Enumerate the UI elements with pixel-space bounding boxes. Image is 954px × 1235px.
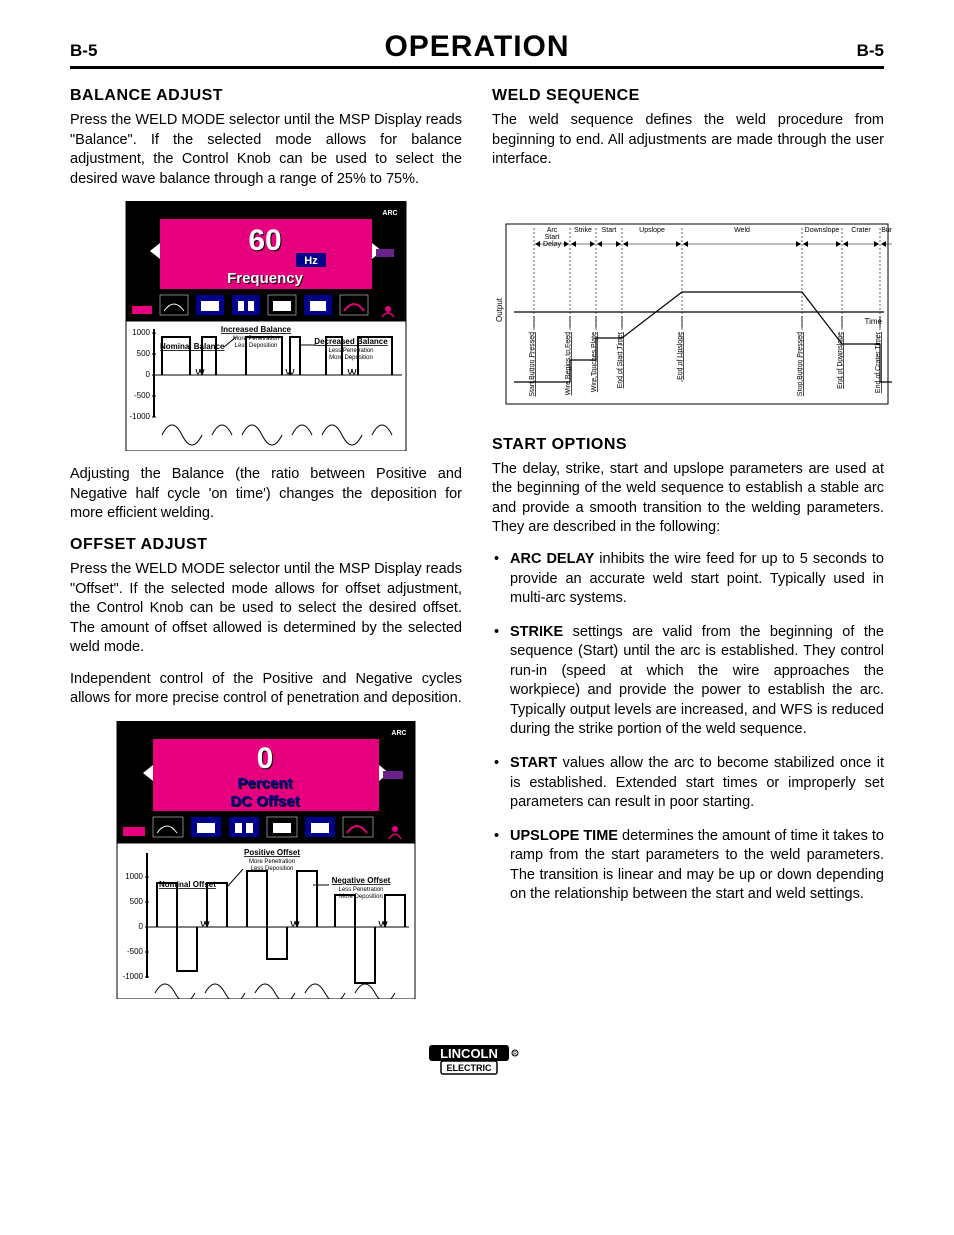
offset-figure: ARC 0 0 Percent Percent DC Offset DC Off… [111, 721, 421, 999]
start-option-item: START values allow the arc to become sta… [492, 754, 884, 813]
svg-text:Less Penetration: Less Penetration [338, 887, 383, 893]
svg-text:-500: -500 [127, 947, 144, 956]
svg-text:More Deposition: More Deposition [329, 355, 373, 361]
svg-text:0: 0 [139, 922, 144, 931]
page-number-left: B-5 [70, 41, 97, 61]
weld-seq-heading: WELD SEQUENCE [492, 87, 884, 105]
svg-text:Less Deposition: Less Deposition [235, 343, 278, 349]
balance-p1: Press the WELD MODE selector until the M… [70, 111, 462, 189]
start-option-item: ARC DELAY inhibits the wire feed for up … [492, 550, 884, 609]
svg-text:More Penetration: More Penetration [249, 859, 295, 865]
svg-text:Arc: Arc [547, 227, 558, 234]
svg-text:R: R [513, 1051, 517, 1057]
lcd-value-2: 0 [257, 742, 274, 775]
lcd-unit: Hz [304, 255, 318, 267]
svg-text:Strike: Strike [574, 227, 592, 234]
svg-text:LINCOLN: LINCOLN [440, 1046, 498, 1061]
svg-text:ELECTRIC: ELECTRIC [447, 1063, 493, 1073]
start-options-heading: START OPTIONS [492, 436, 884, 454]
svg-text:End of Crater Timer: End of Crater Timer [875, 331, 882, 393]
svg-text:Stop Button Pressed: Stop Button Pressed [797, 332, 804, 396]
svg-text:Crater: Crater [851, 227, 871, 234]
left-column: BALANCE ADJUST Press the WELD MODE selec… [70, 77, 462, 1013]
svg-text:1000: 1000 [125, 872, 143, 881]
start-options-intro: The delay, strike, start and upslope par… [492, 460, 884, 538]
right-column: WELD SEQUENCE The weld sequence defines … [492, 77, 884, 1013]
svg-text:Downslope: Downslope [805, 227, 840, 234]
balance-figure: ARC 60 60 Hz Frequency Frequency [116, 201, 416, 451]
svg-text:Upslope: Upslope [639, 227, 665, 234]
svg-text:-500: -500 [134, 391, 151, 400]
svg-text:Start: Start [545, 234, 560, 241]
svg-text:Start: Start [602, 227, 617, 234]
svg-text:End of Start Timer: End of Start Timer [617, 331, 624, 388]
svg-text:Less Penetration: Less Penetration [328, 348, 373, 354]
svg-text:1000: 1000 [132, 328, 150, 337]
logo: LINCOLN R ELECTRIC [70, 1043, 884, 1082]
lcd-label-2: DC Offset [230, 793, 299, 810]
offset-heading: OFFSET ADJUST [70, 536, 462, 554]
offset-p2: Independent control of the Positive and … [70, 670, 462, 709]
pos-offset-label: Positive Offset [244, 848, 300, 857]
svg-text:Wire Begins to Feed: Wire Begins to Feed [565, 332, 572, 396]
weld-sequence-diagram: Output Time ArcStartDelayStrikeStartUpsl… [492, 220, 892, 410]
balance-heading: BALANCE ADJUST [70, 87, 462, 105]
svg-text:Start Button Pressed: Start Button Pressed [529, 332, 536, 397]
start-option-item: UPSLOPE TIME determines the amount of ti… [492, 827, 884, 905]
weld-seq-p1: The weld sequence defines the weld proce… [492, 111, 884, 170]
balance-p2: Adjusting the Balance (the ratio between… [70, 465, 462, 524]
arc-label: ARC [382, 210, 397, 217]
lcd-unit-2: Percent [237, 775, 292, 792]
svg-text:End of Upslope: End of Upslope [677, 332, 684, 380]
svg-text:Wire Touches Plate: Wire Touches Plate [591, 332, 598, 392]
offset-p1: Press the WELD MODE selector until the M… [70, 560, 462, 658]
svg-text:Weld: Weld [734, 227, 750, 234]
arc-label-2: ARC [391, 730, 406, 737]
svg-text:Delay: Delay [543, 241, 561, 248]
svg-text:-1000: -1000 [123, 972, 144, 981]
lcd-value: 60 [248, 224, 281, 257]
neg-offset-label: Negative Offset [332, 876, 391, 885]
svg-text:0: 0 [146, 370, 151, 379]
content-columns: BALANCE ADJUST Press the WELD MODE selec… [70, 77, 884, 1013]
lcd-label: Frequency [227, 270, 304, 287]
start-option-item: STRIKE settings are valid from the begin… [492, 623, 884, 740]
page-number-right: B-5 [857, 41, 884, 61]
svg-text:Burnback: Burnback [881, 227, 892, 234]
svg-text:End of Downslope: End of Downslope [837, 332, 844, 389]
page-header: B-5 OPERATION B-5 [70, 30, 884, 69]
svg-text:-1000: -1000 [130, 412, 151, 421]
svg-text:500: 500 [130, 897, 144, 906]
page-title: OPERATION [384, 30, 569, 64]
output-axis-label: Output [495, 297, 504, 322]
svg-text:500: 500 [137, 349, 151, 358]
inc-balance-label: Increased Balance [221, 325, 292, 334]
start-options-list: ARC DELAY inhibits the wire feed for up … [492, 550, 884, 905]
